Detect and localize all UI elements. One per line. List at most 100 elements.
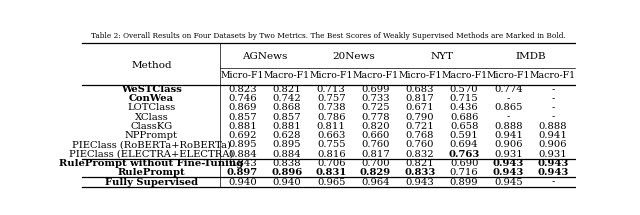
Text: Micro-F1: Micro-F1: [221, 71, 264, 80]
Text: Macro-F1: Macro-F1: [264, 71, 310, 80]
Text: 0.725: 0.725: [361, 103, 390, 112]
Text: PIEClass (RoBERTa+RoBERTa): PIEClass (RoBERTa+RoBERTa): [72, 140, 231, 149]
Text: 0.857: 0.857: [273, 113, 301, 121]
Text: 0.811: 0.811: [317, 122, 346, 131]
Text: 0.628: 0.628: [273, 131, 301, 140]
Text: 0.943: 0.943: [537, 168, 568, 177]
Text: 0.790: 0.790: [406, 113, 434, 121]
Text: 0.671: 0.671: [406, 103, 434, 112]
Text: 0.738: 0.738: [317, 103, 346, 112]
Text: 0.869: 0.869: [228, 103, 257, 112]
Text: 0.888: 0.888: [538, 122, 567, 131]
Text: RulePrompt without Fine-Tuning: RulePrompt without Fine-Tuning: [60, 159, 244, 168]
Text: -: -: [507, 94, 510, 103]
Text: 0.943: 0.943: [493, 159, 524, 168]
Text: 0.817: 0.817: [406, 94, 434, 103]
Text: 0.816: 0.816: [317, 150, 346, 159]
Text: 0.965: 0.965: [317, 178, 346, 187]
Text: 0.817: 0.817: [361, 150, 390, 159]
Text: 0.660: 0.660: [362, 131, 390, 140]
Text: 0.436: 0.436: [450, 103, 479, 112]
Text: 0.699: 0.699: [361, 85, 390, 94]
Text: -: -: [551, 94, 554, 103]
Text: 0.906: 0.906: [539, 140, 567, 149]
Text: ConWea: ConWea: [129, 94, 174, 103]
Text: 0.706: 0.706: [317, 159, 346, 168]
Text: RulePrompt: RulePrompt: [118, 168, 185, 177]
Text: Macro-F1: Macro-F1: [530, 71, 576, 80]
Text: 0.899: 0.899: [450, 178, 479, 187]
Text: 0.757: 0.757: [317, 94, 346, 103]
Text: 0.821: 0.821: [406, 159, 434, 168]
Text: 0.941: 0.941: [538, 131, 567, 140]
Text: Table 2: Overall Results on Four Datasets by Two Metrics. The Best Scores of Wea: Table 2: Overall Results on Four Dataset…: [91, 32, 565, 40]
Text: 0.820: 0.820: [361, 122, 390, 131]
Text: 0.570: 0.570: [450, 85, 479, 94]
Text: 0.945: 0.945: [494, 178, 523, 187]
Text: 0.884: 0.884: [228, 150, 257, 159]
Text: 0.690: 0.690: [450, 159, 479, 168]
Text: 0.964: 0.964: [361, 178, 390, 187]
Text: LOTClass: LOTClass: [127, 103, 175, 112]
Text: 0.833: 0.833: [404, 168, 436, 177]
Text: 0.715: 0.715: [450, 94, 479, 103]
Text: Fully Supervised: Fully Supervised: [105, 178, 198, 187]
Text: 0.843: 0.843: [228, 159, 257, 168]
Text: 0.943: 0.943: [406, 178, 434, 187]
Text: 0.940: 0.940: [273, 178, 301, 187]
Text: 0.742: 0.742: [273, 94, 301, 103]
Text: 0.897: 0.897: [227, 168, 258, 177]
Text: 0.823: 0.823: [228, 85, 257, 94]
Text: 0.763: 0.763: [449, 150, 480, 159]
Text: 0.686: 0.686: [450, 113, 478, 121]
Text: 20News: 20News: [332, 52, 375, 61]
Text: 0.700: 0.700: [361, 159, 390, 168]
Text: 0.778: 0.778: [361, 113, 390, 121]
Text: 0.683: 0.683: [406, 85, 434, 94]
Text: XClass: XClass: [134, 113, 168, 121]
Text: 0.941: 0.941: [494, 131, 523, 140]
Text: 0.857: 0.857: [228, 113, 257, 121]
Text: -: -: [551, 85, 554, 94]
Text: 0.865: 0.865: [494, 103, 523, 112]
Text: 0.881: 0.881: [228, 122, 257, 131]
Text: PIEClass (ELECTRA+ELECTRA): PIEClass (ELECTRA+ELECTRA): [69, 150, 234, 159]
Text: 0.829: 0.829: [360, 168, 391, 177]
Text: 0.868: 0.868: [273, 103, 301, 112]
Text: 0.821: 0.821: [273, 85, 301, 94]
Text: Macro-F1: Macro-F1: [441, 71, 487, 80]
Text: 0.895: 0.895: [228, 140, 257, 149]
Text: 0.663: 0.663: [317, 131, 346, 140]
Text: 0.906: 0.906: [494, 140, 523, 149]
Text: -: -: [551, 178, 554, 187]
Text: WeSTClass: WeSTClass: [121, 85, 182, 94]
Text: Method: Method: [131, 61, 172, 71]
Text: 0.694: 0.694: [450, 140, 479, 149]
Text: Macro-F1: Macro-F1: [353, 71, 399, 80]
Text: 0.716: 0.716: [450, 168, 479, 177]
Text: NPPrompt: NPPrompt: [125, 131, 178, 140]
Text: 0.760: 0.760: [406, 140, 434, 149]
Text: NYT: NYT: [431, 52, 454, 61]
Text: -: -: [551, 113, 554, 121]
Text: 0.746: 0.746: [228, 94, 257, 103]
Text: 0.832: 0.832: [406, 150, 434, 159]
Text: 0.831: 0.831: [316, 168, 347, 177]
Text: -: -: [551, 103, 554, 112]
Text: 0.768: 0.768: [406, 131, 434, 140]
Text: 0.895: 0.895: [273, 140, 301, 149]
Text: 0.896: 0.896: [271, 168, 303, 177]
Text: 0.591: 0.591: [450, 131, 479, 140]
Text: AGNews: AGNews: [242, 52, 287, 61]
Text: 0.733: 0.733: [361, 94, 390, 103]
Text: Micro-F1: Micro-F1: [398, 71, 442, 80]
Text: 0.713: 0.713: [317, 85, 346, 94]
Text: 0.838: 0.838: [273, 159, 301, 168]
Text: ClassKG: ClassKG: [131, 122, 173, 131]
Text: 0.774: 0.774: [494, 85, 523, 94]
Text: 0.692: 0.692: [228, 131, 257, 140]
Text: -: -: [507, 113, 510, 121]
Text: 0.888: 0.888: [494, 122, 523, 131]
Text: Micro-F1: Micro-F1: [310, 71, 353, 80]
Text: 0.931: 0.931: [494, 150, 523, 159]
